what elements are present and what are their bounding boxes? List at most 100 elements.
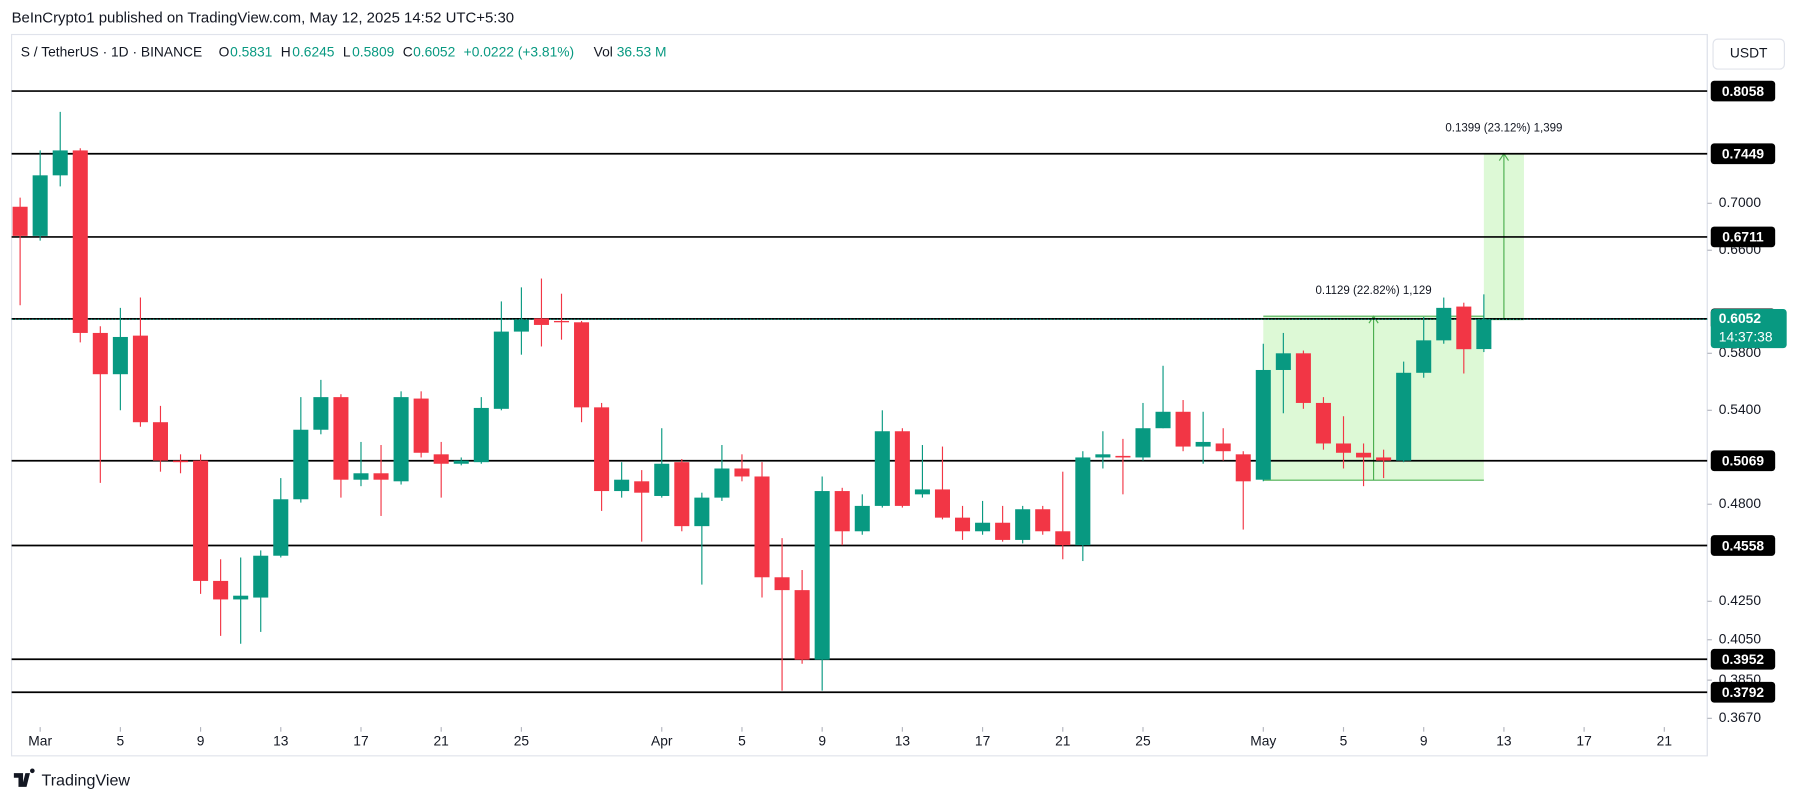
y-tick-label: 0.4800 — [1719, 496, 1762, 511]
candle-body — [834, 491, 850, 532]
symbol: S / TetherUS · 1D · BINANCE — [21, 45, 202, 60]
measure-label: 0.1129 (22.82%) 1,129 — [1315, 285, 1431, 297]
candle-body — [1155, 411, 1171, 429]
candle-body — [513, 319, 529, 332]
candle-body — [1175, 411, 1191, 447]
y-tick-label: 0.5800 — [1719, 345, 1762, 360]
measure-arrowhead — [1368, 315, 1379, 324]
level-label: 0.7449 — [1722, 147, 1765, 162]
candle-body — [233, 595, 249, 600]
legend: S / TetherUS · 1D · BINANCE O 0.5831 H 0… — [21, 45, 667, 60]
candle-body — [52, 150, 68, 176]
candle-body — [614, 479, 630, 492]
level-label: 0.4558 — [1722, 538, 1765, 553]
candle-body — [794, 590, 810, 660]
level-tag — [1710, 535, 1776, 556]
level-tag — [1710, 143, 1776, 165]
candle-body — [1416, 340, 1432, 373]
candle-body — [132, 335, 148, 423]
published-note: BeInCrypto1 published on TradingView.com… — [12, 9, 515, 26]
candle-body — [173, 460, 189, 463]
currency[interactable]: USDT — [1730, 46, 1768, 61]
button-frame[interactable] — [1712, 38, 1785, 70]
candle-body — [874, 431, 890, 506]
candle-body — [975, 522, 991, 532]
ohlc-label: L — [343, 45, 351, 60]
candle-body — [293, 429, 309, 500]
candle-body — [1255, 369, 1271, 480]
x-tick-label: 5 — [738, 734, 746, 749]
currency-button[interactable]: USDT — [1712, 38, 1785, 70]
brand-logo — [13, 768, 35, 787]
candle-body — [353, 473, 369, 480]
brand: TradingView — [13, 768, 130, 789]
candle-body — [1135, 428, 1151, 458]
change: +0.0222 (+3.81%) — [464, 45, 574, 60]
level-tag — [1710, 80, 1776, 102]
candle-body — [1456, 306, 1472, 350]
overlay: 0.36700.38500.40500.42500.48000.54000.58… — [28, 80, 1787, 749]
candle-body — [634, 481, 650, 493]
level-label: 0.8058 — [1722, 84, 1765, 99]
candle-body — [333, 397, 349, 480]
x-tick-label: 17 — [975, 734, 990, 749]
candle-body — [493, 331, 509, 409]
level-label: 0.6711 — [1722, 230, 1764, 245]
candle-body — [213, 580, 229, 600]
candle-body — [453, 460, 469, 464]
candle-body — [1075, 457, 1091, 546]
ohlc-value: 0.6245 — [292, 45, 335, 60]
candle-body — [754, 476, 770, 578]
last-price-tag — [1710, 309, 1787, 349]
ohlc-label: H — [281, 45, 291, 60]
candle-body — [1356, 452, 1372, 458]
candle-body — [1035, 509, 1051, 532]
y-tick-label: 0.5400 — [1719, 402, 1762, 417]
candle-body — [1476, 319, 1492, 350]
candle-body — [193, 460, 209, 581]
volume: 36.53 M — [617, 45, 667, 60]
candle-body — [734, 468, 750, 477]
candle-body — [253, 555, 269, 598]
candle-body — [1315, 402, 1331, 444]
candle-body — [914, 489, 930, 495]
candle-body — [814, 491, 830, 660]
candle-body — [1015, 509, 1031, 540]
volume-label: Vol — [594, 45, 613, 60]
candle-body — [574, 322, 590, 408]
x-tick-label: Mar — [28, 734, 52, 749]
x-tick-label: 9 — [818, 734, 826, 749]
candle-body — [694, 497, 710, 527]
ohlc-label: C — [403, 45, 413, 60]
x-tick-label: 13 — [1496, 734, 1512, 749]
y-tick-label: 0.4250 — [1719, 593, 1762, 608]
candle-body — [92, 332, 108, 375]
candle-body — [1335, 443, 1352, 453]
x-tick-label: May — [1250, 734, 1276, 749]
y-tick-label: 0.7000 — [1719, 195, 1762, 210]
candle-body — [1295, 353, 1311, 403]
candle-body — [774, 577, 790, 591]
brand-name: TradingView — [41, 771, 130, 789]
x-tick-label: 25 — [1135, 734, 1151, 749]
x-tick-label: 21 — [1055, 734, 1070, 749]
candle-body — [1376, 457, 1392, 461]
x-tick-label: 5 — [117, 734, 125, 749]
candle-body — [1396, 372, 1412, 461]
candle-body — [1275, 353, 1291, 370]
x-tick-label: 21 — [1657, 734, 1672, 749]
candle-body — [894, 431, 910, 506]
level-label: 0.3952 — [1722, 652, 1765, 667]
level-tag — [1710, 450, 1776, 472]
candle-body — [1115, 455, 1131, 458]
candle-body — [32, 175, 48, 236]
y-tick-label: 0.4050 — [1719, 631, 1762, 646]
candle-body — [112, 336, 128, 375]
candle-body — [1436, 307, 1452, 341]
candle-body — [313, 397, 329, 430]
last-price-label: 0.6052 — [1719, 311, 1762, 326]
candle-body — [373, 473, 389, 480]
y-tick-label: 0.3670 — [1719, 710, 1762, 725]
